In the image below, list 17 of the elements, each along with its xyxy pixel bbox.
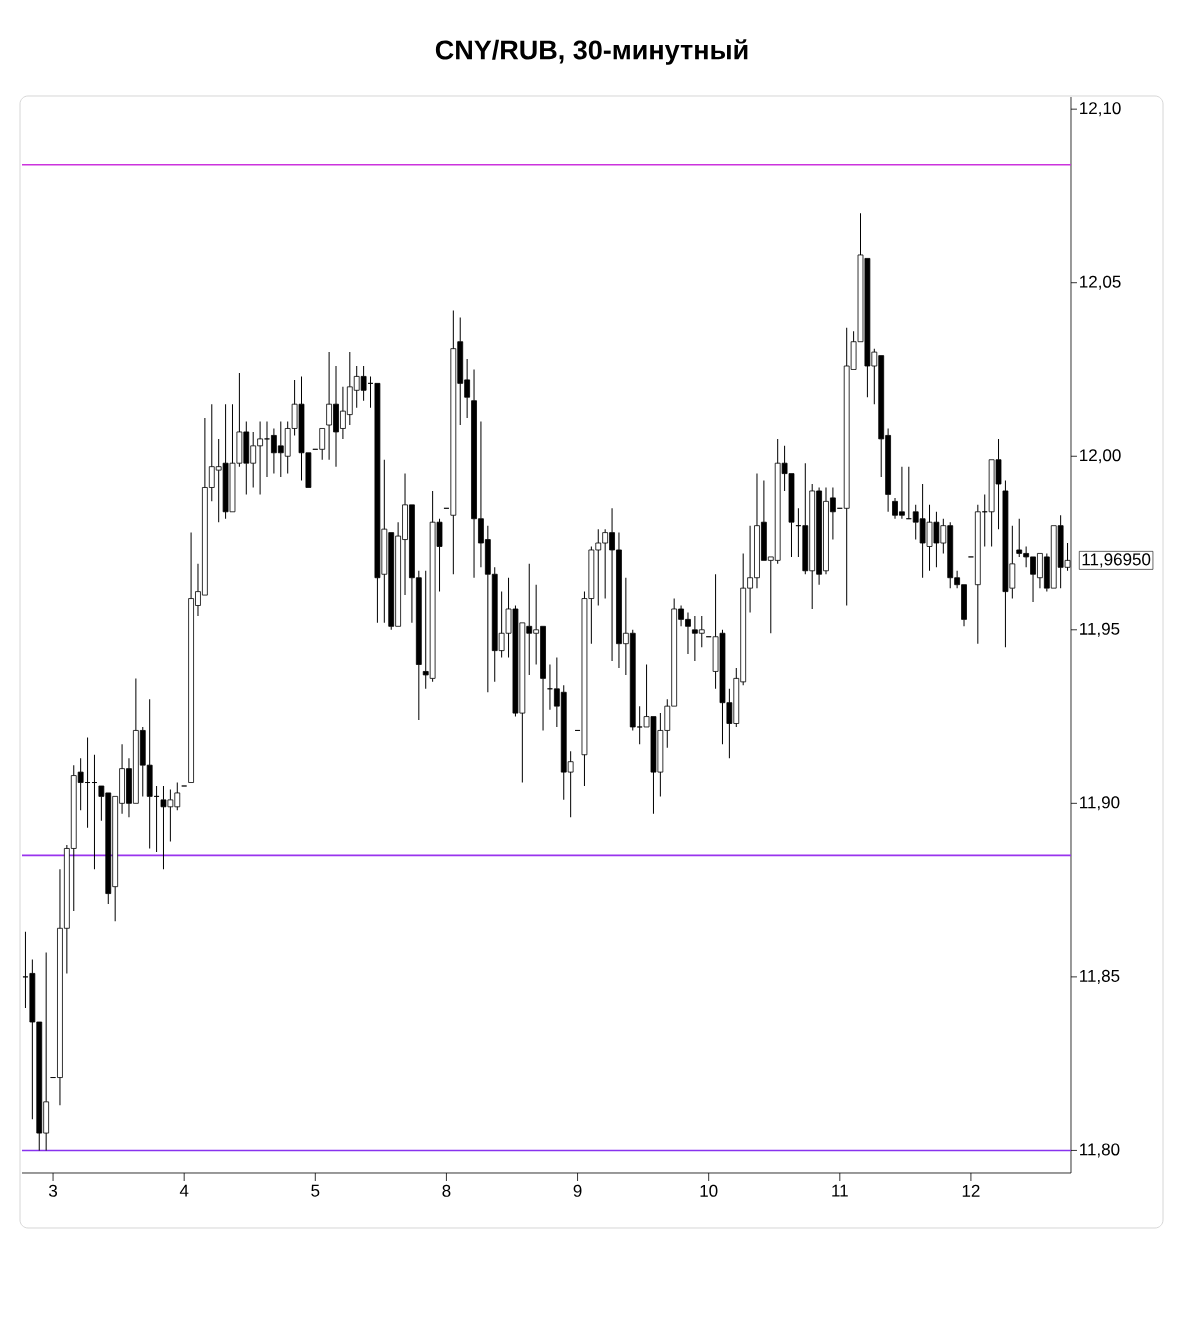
- y-tick-label: 11,95: [1080, 622, 1120, 637]
- x-tick-label: 10: [700, 1184, 718, 1197]
- y-tick-label: 12,00: [1080, 449, 1121, 464]
- text: 11,96950: [1082, 553, 1151, 568]
- y-tick-label: 12,10: [1080, 102, 1121, 117]
- y-tick-label: 11,90: [1080, 796, 1120, 811]
- x-tick-label: 8: [442, 1184, 451, 1197]
- chart-title: CNY/RUB, 30-минутный: [435, 39, 748, 65]
- y-tick-label: 12,05: [1080, 275, 1121, 290]
- x-tick-label: 4: [179, 1184, 189, 1197]
- x-tick-label: 5: [311, 1184, 320, 1197]
- x-tick-label: 9: [573, 1184, 582, 1197]
- x-tick-label: 3: [48, 1184, 58, 1197]
- y-tick-label: 11,85: [1080, 969, 1120, 984]
- x-tick-label: 12: [962, 1184, 980, 1197]
- x-tick-label: 11: [832, 1184, 848, 1197]
- y-tick-label: 11,80: [1080, 1143, 1120, 1158]
